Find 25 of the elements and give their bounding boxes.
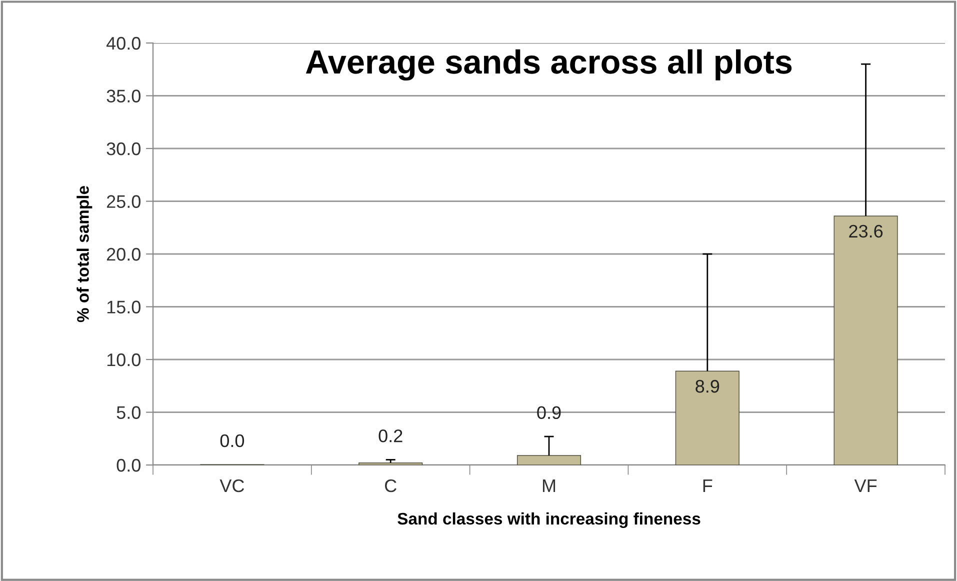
bar xyxy=(516,455,582,465)
data-label: 0.2 xyxy=(378,429,402,442)
data-label: 0.9 xyxy=(537,406,561,420)
data-label: 0.0 xyxy=(220,434,244,448)
y-tick-label: 10.0 xyxy=(107,353,140,366)
y-tick-label: 5.0 xyxy=(116,406,140,419)
x-tick-label: C xyxy=(384,479,396,492)
y-axis-title: % of total sample xyxy=(76,186,92,322)
chart-title: Average sands across all plots xyxy=(306,49,792,81)
y-tick-label: 15.0 xyxy=(107,300,140,314)
y-tick-label: 0.0 xyxy=(116,458,140,472)
x-tick-label: VC xyxy=(220,479,244,492)
y-tick-label: 25.0 xyxy=(106,195,140,208)
bar xyxy=(675,370,740,465)
y-tick-label: 35.0 xyxy=(106,90,140,102)
x-axis-title: Sand classes with increasing fineness xyxy=(398,512,700,528)
y-tick-label: 40.0 xyxy=(106,36,140,50)
x-tick-label: F xyxy=(703,480,712,492)
data-label: 8.9 xyxy=(696,380,720,393)
x-tick-label: VF xyxy=(854,480,877,492)
data-label: 23.6 xyxy=(849,224,883,238)
y-tick-label: 20.0 xyxy=(106,248,140,261)
x-tick-label: M xyxy=(542,480,556,492)
bar xyxy=(834,216,898,465)
y-tick-label: 30.0 xyxy=(106,142,140,156)
